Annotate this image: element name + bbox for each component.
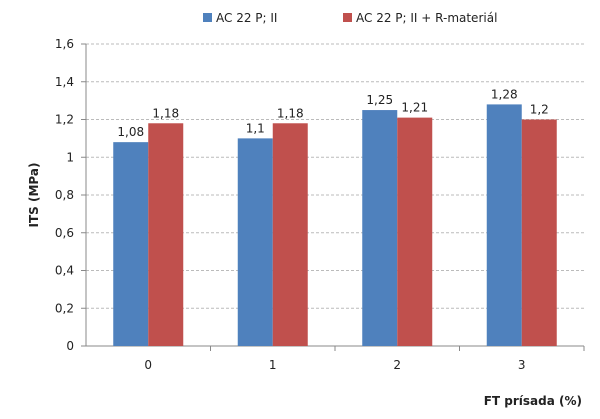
x-tick-label: 2 xyxy=(393,358,401,372)
legend-label: AC 22 P; II + R-materiál xyxy=(356,11,497,25)
legend-swatch xyxy=(203,13,212,22)
x-axis-label: FT prísada (%) xyxy=(484,394,582,408)
legend-label: AC 22 P; II xyxy=(216,11,277,25)
y-axis-label: ITS (MPa) xyxy=(27,163,41,228)
y-tick-label: 1 xyxy=(66,150,74,164)
data-label: 1,18 xyxy=(152,106,179,120)
bar xyxy=(486,104,522,347)
y-tick-label: 0,6 xyxy=(55,226,74,240)
bar xyxy=(113,142,149,346)
bar xyxy=(148,123,184,347)
legend-swatch xyxy=(343,13,352,22)
data-label: 1,08 xyxy=(117,125,144,139)
x-tick-label: 0 xyxy=(144,358,152,372)
y-tick-label: 0,8 xyxy=(55,188,74,202)
data-label: 1,25 xyxy=(366,93,393,107)
bar xyxy=(397,117,433,346)
data-label: 1,2 xyxy=(530,103,549,117)
y-tick-label: 0,2 xyxy=(55,301,74,315)
data-label: 1,18 xyxy=(277,106,304,120)
bar xyxy=(521,119,557,346)
y-tick-label: 1,6 xyxy=(55,37,74,51)
x-tick-label: 1 xyxy=(269,358,277,372)
y-tick-label: 1,2 xyxy=(55,113,74,127)
bar xyxy=(362,110,398,346)
data-label: 1,28 xyxy=(491,87,518,101)
data-label: 1,21 xyxy=(401,101,428,115)
data-label: 1,1 xyxy=(246,121,265,135)
y-tick-label: 1,4 xyxy=(55,75,74,89)
bar xyxy=(272,123,308,347)
x-tick-label: 3 xyxy=(518,358,526,372)
y-tick-label: 0,4 xyxy=(55,264,74,278)
y-tick-label: 0 xyxy=(66,339,74,353)
bar xyxy=(237,138,273,346)
